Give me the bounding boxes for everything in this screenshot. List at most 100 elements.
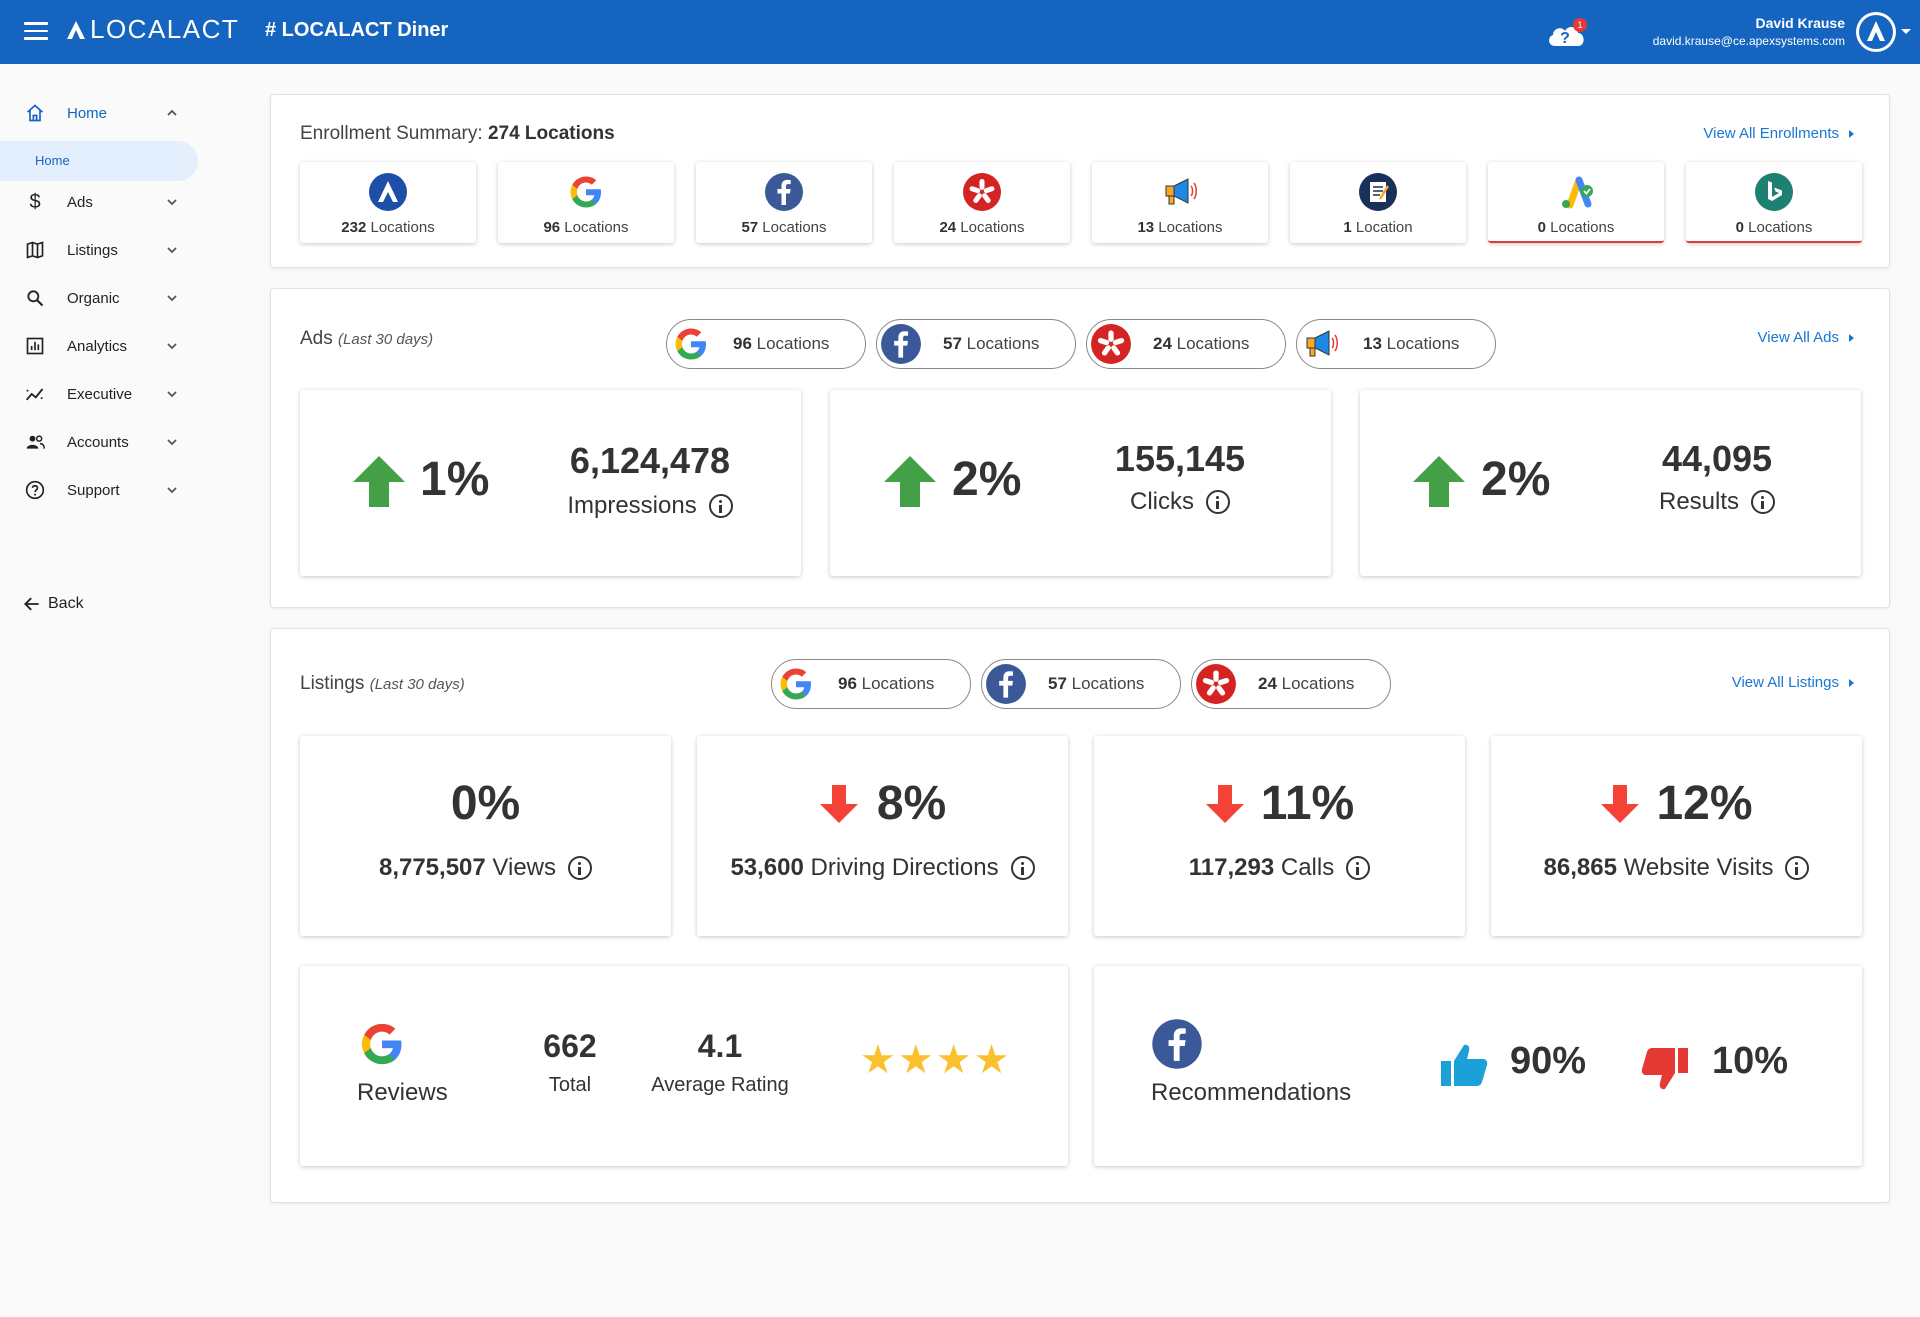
arrow-up-icon — [353, 456, 405, 507]
listings-title: Listings (Last 30 days) — [300, 673, 465, 694]
enrollment-count-label: 13 Locations — [1137, 219, 1223, 236]
website-label: 86,865 Website Visits — [1491, 854, 1862, 882]
views-change: 0% — [450, 777, 521, 830]
ads-panel: Ads (Last 30 days) View All Ads 96 Locat… — [270, 288, 1890, 608]
yelp-icon — [1089, 322, 1133, 366]
enrollment-card-megaphone[interactable]: 13 Locations — [1092, 162, 1268, 243]
ads-clicks-card: 2% 155,145 Clicks — [830, 390, 1331, 576]
trend-line-icon — [24, 383, 46, 405]
listings-pill-facebook[interactable]: 57 Locations — [981, 659, 1181, 709]
view-all-enrollments-link[interactable]: View All Enrollments — [1703, 125, 1854, 142]
view-all-listings-link[interactable]: View All Listings — [1732, 674, 1854, 691]
view-all-ads-link[interactable]: View All Ads — [1758, 329, 1854, 346]
sidebar-item-label: Accounts — [67, 433, 129, 451]
sidebar-item-label: Executive — [67, 385, 133, 403]
sidebar-subitem-home[interactable]: Home — [0, 141, 198, 181]
ads-results-card: 2% 44,095 Results — [1360, 390, 1861, 576]
home-icon — [24, 102, 46, 124]
top-app-bar: LOCALACT # LOCALACT Diner ? 1 David Krau… — [0, 0, 1920, 64]
impressions-value: 6,124,478 — [569, 440, 731, 481]
calls-change: 11% — [1260, 777, 1355, 830]
enrollment-count-label: 0 Locations — [1735, 219, 1813, 236]
avatar[interactable] — [1856, 12, 1896, 52]
user-info[interactable]: David Krause david.krause@ce.apexsystems… — [1653, 15, 1845, 48]
sidebar-item-listings[interactable]: Listings — [0, 230, 200, 270]
ads-title: Ads (Last 30 days) — [300, 328, 434, 349]
arrow-down-icon — [1205, 784, 1244, 823]
info-icon[interactable] — [1751, 490, 1776, 514]
google-icon — [669, 322, 713, 366]
logo[interactable]: LOCALACT — [66, 14, 239, 45]
pill-label: 24 Locations — [1153, 334, 1250, 353]
results-label: Results — [1592, 488, 1842, 516]
sidebar-item-label: Listings — [67, 241, 118, 259]
ads-pill-megaphone[interactable]: 13 Locations — [1296, 319, 1496, 369]
people-icon — [24, 431, 46, 453]
sidebar-subitem-label: Home — [35, 153, 70, 168]
ads-pill-google[interactable]: 96 Locations — [666, 319, 866, 369]
sidebar-item-ads[interactable]: $ Ads — [0, 182, 200, 222]
recommendations-card: Recommendations 90% 10% — [1094, 966, 1862, 1166]
enrollment-card-bing[interactable]: 0 Locations — [1686, 162, 1862, 243]
user-name: David Krause — [1755, 15, 1845, 31]
info-icon[interactable] — [1346, 856, 1371, 880]
directions-change: 8% — [876, 777, 947, 830]
sidebar-item-organic[interactable]: Organic — [0, 278, 200, 318]
back-button[interactable]: Back — [22, 594, 84, 614]
help-button[interactable]: ? 1 — [1545, 16, 1587, 50]
pill-label: 57 Locations — [1048, 674, 1145, 693]
enrollment-card-google[interactable]: 96 Locations — [498, 162, 674, 243]
arrow-up-icon — [884, 456, 936, 507]
enrollment-card-google-ads[interactable]: 0 Locations — [1488, 162, 1664, 243]
sidebar-item-accounts[interactable]: Accounts — [0, 422, 200, 462]
ads-pill-facebook[interactable]: 57 Locations — [876, 319, 1076, 369]
arrow-down-icon — [819, 784, 858, 823]
reviews-label: Reviews — [357, 1079, 448, 1106]
pill-label: 24 Locations — [1258, 674, 1355, 693]
info-icon[interactable] — [1206, 490, 1230, 514]
info-icon[interactable] — [1010, 856, 1035, 880]
pill-label: 57 Locations — [943, 334, 1040, 353]
localact-icon — [368, 172, 408, 212]
enrollment-card-yelp[interactable]: 24 Locations — [894, 162, 1070, 243]
impressions-change: 1% — [420, 453, 490, 506]
enrollment-count-label: 96 Locations — [543, 219, 629, 236]
chevron-down-icon — [167, 343, 177, 350]
ads-pill-yelp[interactable]: 24 Locations — [1086, 319, 1286, 369]
listings-pill-yelp[interactable]: 24 Locations — [1191, 659, 1391, 709]
yelp-icon — [962, 172, 1002, 212]
clicks-value: 155,145 — [1114, 438, 1246, 479]
sidebar-item-support[interactable]: Support — [0, 470, 200, 510]
enrollment-card-localact[interactable]: 232 Locations — [300, 162, 476, 243]
enrollment-card-facebook[interactable]: 57 Locations — [696, 162, 872, 243]
listings-directions-card: 8% 53,600 Driving Directions — [697, 736, 1068, 936]
enrollment-count-label: 232 Locations — [341, 219, 435, 236]
chevron-up-icon — [167, 109, 177, 116]
info-icon[interactable] — [1785, 856, 1810, 880]
recommend-positive: 90% — [1510, 1040, 1587, 1082]
listings-calls-card: 11% 117,293 Calls — [1094, 736, 1465, 936]
recommend-negative: 10% — [1712, 1040, 1789, 1082]
website-change-row: 12% — [1491, 776, 1862, 831]
listings-pill-google[interactable]: 96 Locations — [771, 659, 971, 709]
sidebar-item-label: Support — [67, 481, 120, 499]
menu-icon[interactable] — [24, 22, 48, 42]
caret-right-icon — [1849, 333, 1854, 342]
info-icon[interactable] — [708, 494, 733, 518]
listings-website-card: 12% 86,865 Website Visits — [1491, 736, 1862, 936]
facebook-icon — [879, 322, 923, 366]
google-icon — [361, 1023, 402, 1065]
sidebar-item-home[interactable]: Home — [0, 93, 200, 133]
enrollment-count-label: 0 Locations — [1537, 219, 1615, 236]
results-change: 2% — [1481, 453, 1551, 506]
chevron-down-icon[interactable] — [1901, 29, 1911, 34]
recommendations-label: Recommendations — [1151, 1079, 1352, 1106]
cloud-help-icon: ? — [1549, 27, 1584, 47]
search-icon — [24, 287, 46, 309]
enrollment-card-notepad[interactable]: 1 Location — [1290, 162, 1466, 243]
arrow-left-icon — [24, 597, 39, 611]
sidebar-item-executive[interactable]: Executive — [0, 374, 200, 414]
sidebar-item-analytics[interactable]: Analytics — [0, 326, 200, 366]
reviews-rating-label: Average Rating — [651, 1074, 789, 1096]
info-icon[interactable] — [568, 856, 593, 880]
